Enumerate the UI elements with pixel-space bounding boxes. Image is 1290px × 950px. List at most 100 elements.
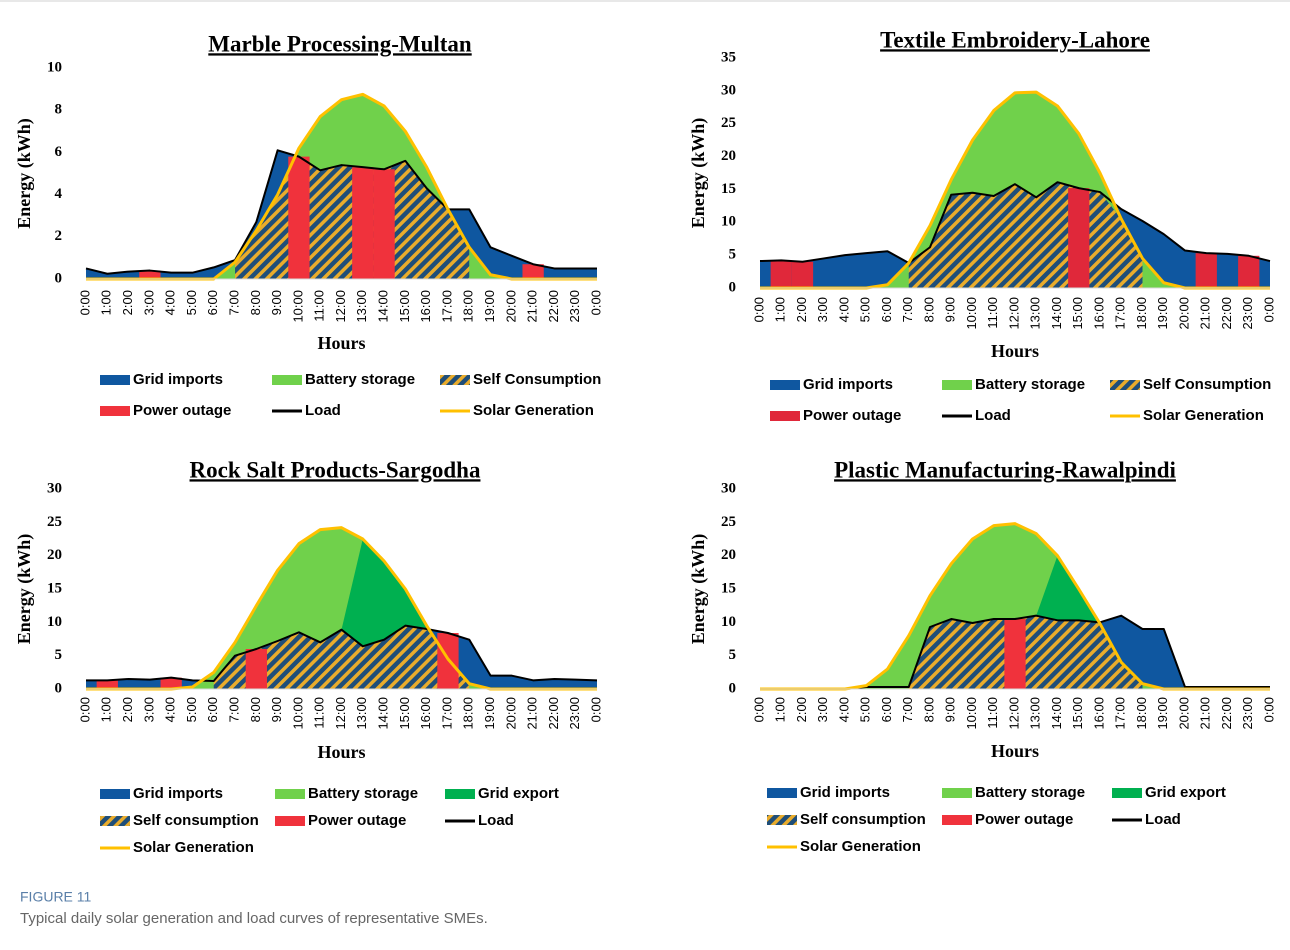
x-tick-label: 15:00 <box>1070 297 1085 330</box>
y-tick-label: 0 <box>55 270 63 286</box>
x-tick-label: 3:00 <box>815 297 830 322</box>
x-tick-label: 13:00 <box>1028 297 1043 330</box>
x-tick-label: 0:00 <box>751 297 766 322</box>
line <box>85 149 597 275</box>
legend-label: Power outage <box>308 812 406 829</box>
legend-label: Grid export <box>1145 784 1226 801</box>
outage-block <box>1238 255 1260 288</box>
x-tick-label: 6:00 <box>205 290 220 315</box>
x-tick-label: 5:00 <box>858 697 873 722</box>
x-tick-label: 0:00 <box>77 290 92 315</box>
chart-title: Plastic Manufacturing-Rawalpindi <box>834 457 1176 482</box>
y-tick-label: 5 <box>55 647 63 663</box>
x-tick-label: 15:00 <box>397 697 412 730</box>
y-tick-label: 25 <box>47 514 62 530</box>
x-tick-label: 5:00 <box>184 697 199 722</box>
legend-swatch <box>942 380 972 390</box>
x-tick-label: 17:00 <box>439 290 454 323</box>
legend-label: Self consumption <box>800 811 926 828</box>
x-tick-label: 17:00 <box>1113 697 1128 730</box>
x-tick-label: 21:00 <box>1198 297 1213 330</box>
y-axis-label: Energy (kWh) <box>14 534 35 645</box>
x-tick-label: 8:00 <box>921 297 936 322</box>
x-tick-label: 9:00 <box>943 697 958 722</box>
x-tick-label: 9:00 <box>269 697 284 722</box>
x-tick-label: 3:00 <box>815 697 830 722</box>
y-tick-label: 8 <box>55 102 63 118</box>
y-tick-label: 20 <box>47 547 62 563</box>
legend-swatch <box>767 815 797 825</box>
outage-block <box>770 260 792 288</box>
x-tick-label: 16:00 <box>418 290 433 323</box>
x-tick-label: 0:00 <box>588 697 603 722</box>
legend-label: Solar Generation <box>800 838 921 855</box>
x-tick-label: 20:00 <box>1176 697 1191 730</box>
x-tick-label: 1:00 <box>99 290 114 315</box>
legend-swatch <box>942 815 972 825</box>
x-tick-label: 8:00 <box>248 697 263 722</box>
y-tick-label: 30 <box>721 82 736 98</box>
x-axis-label: Hours <box>317 333 365 353</box>
x-tick-label: 9:00 <box>943 297 958 322</box>
x-tick-label: 0:00 <box>751 697 766 722</box>
x-tick-label: 11:00 <box>312 697 327 729</box>
x-tick-label: 4:00 <box>163 697 178 722</box>
y-tick-label: 2 <box>55 228 63 244</box>
x-tick-label: 3:00 <box>141 697 156 722</box>
x-tick-label: 2:00 <box>120 697 135 722</box>
area <box>86 527 597 689</box>
legend-label: Grid export <box>478 785 559 802</box>
x-tick-label: 20:00 <box>503 290 518 323</box>
legend-label: Power outage <box>133 402 231 419</box>
outage-block <box>1195 253 1217 288</box>
x-tick-label: 12:00 <box>1006 297 1021 330</box>
x-tick-label: 4:00 <box>836 697 851 722</box>
x-tick-label: 14:00 <box>376 290 391 323</box>
y-tick-label: 25 <box>721 115 736 131</box>
x-tick-label: 22:00 <box>1219 697 1234 730</box>
x-tick-label: 19:00 <box>482 697 497 730</box>
outage-block <box>522 264 544 279</box>
y-tick-label: 4 <box>55 186 63 202</box>
x-tick-label: 14:00 <box>1049 297 1064 330</box>
x-tick-label: 13:00 <box>1028 697 1043 730</box>
chart-title: Textile Embroidery-Lahore <box>880 27 1150 52</box>
y-tick-label: 20 <box>721 148 736 164</box>
y-tick-label: 35 <box>721 49 736 65</box>
outage-block <box>1068 188 1090 288</box>
x-tick-label: 10:00 <box>964 697 979 730</box>
x-tick-label: 19:00 <box>1155 297 1170 330</box>
line <box>86 624 598 682</box>
legend-swatch <box>275 816 305 826</box>
legend-swatch <box>770 380 800 390</box>
y-axis-label: Energy (kWh) <box>14 118 35 229</box>
legend-swatch <box>440 375 470 385</box>
plot-area <box>760 522 1270 691</box>
x-tick-label: 0:00 <box>1261 697 1276 722</box>
x-tick-label: 16:00 <box>418 697 433 730</box>
legend-label: Solar Generation <box>133 839 254 856</box>
y-tick-label: 0 <box>729 279 737 295</box>
outage-block <box>373 169 395 279</box>
x-tick-label: 0:00 <box>588 290 603 315</box>
x-tick-label: 15:00 <box>397 290 412 323</box>
x-tick-label: 23:00 <box>1240 697 1255 730</box>
x-tick-label: 10:00 <box>964 297 979 330</box>
y-tick-label: 5 <box>729 647 737 663</box>
legend-label: Load <box>305 402 341 419</box>
legend-label: Power outage <box>803 407 901 424</box>
legend-swatch <box>100 789 130 799</box>
legend-label: Grid imports <box>800 784 890 801</box>
x-tick-label: 5:00 <box>858 297 873 322</box>
x-tick-label: 9:00 <box>269 290 284 315</box>
y-tick-label: 10 <box>47 59 62 75</box>
y-tick-label: 30 <box>47 480 62 496</box>
outage-block <box>1004 619 1026 689</box>
x-tick-label: 16:00 <box>1091 297 1106 330</box>
x-tick-label: 23:00 <box>567 290 582 323</box>
x-tick-label: 8:00 <box>248 290 263 315</box>
legend-label: Self Consumption <box>1143 376 1271 393</box>
area <box>760 523 1270 689</box>
y-tick-label: 10 <box>721 614 736 630</box>
x-tick-label: 8:00 <box>921 697 936 722</box>
